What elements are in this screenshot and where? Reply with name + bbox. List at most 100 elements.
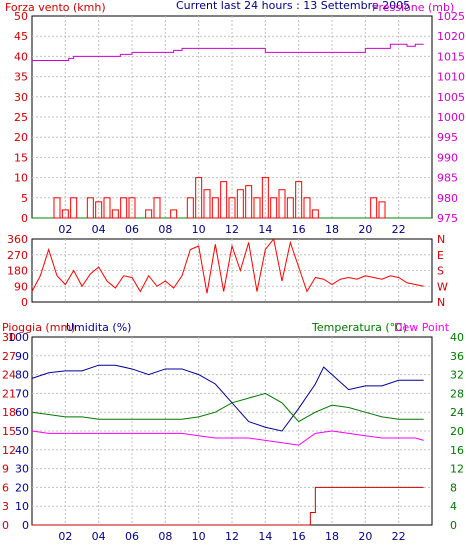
temperature-tick-label: 8 [450, 481, 457, 494]
wind-bar [220, 181, 228, 219]
wind-tick-label: 45 [14, 30, 28, 43]
wind-bar [370, 197, 378, 219]
wind-tick-label: 15 [14, 151, 28, 164]
rain-tick-label: 24 [2, 369, 16, 382]
wind-tick-label: 5 [21, 192, 28, 205]
wind-bar [378, 201, 386, 219]
rain-tick-label: 12 [2, 444, 16, 457]
x-tick-label-bottom: 12 [225, 530, 239, 543]
wind-tick-label: 40 [14, 50, 28, 63]
humidity-tick-label: 70 [15, 387, 29, 400]
wind-bar [286, 197, 294, 219]
humidity-tick-label: 60 [15, 406, 29, 419]
direction-tick-label: 180 [7, 265, 28, 278]
compass-tick-label: N [437, 296, 445, 309]
humidity-tick-label: 100 [8, 331, 29, 344]
wind-bar [103, 197, 111, 219]
rain-tick-label: 27 [2, 350, 16, 363]
wind-bar [245, 185, 253, 219]
temperature-tick-label: 24 [450, 406, 464, 419]
pressure-tick-label: 1005 [437, 91, 465, 104]
temperature-tick-label: 28 [450, 387, 464, 400]
direction-tick-label: 270 [7, 249, 28, 262]
x-tick-labels: 02 02 04 04 06 06 08 08 10 10 12 12 14 14 16 16 18 18 20 20… [58, 223, 405, 543]
x-tick-label-bottom: 16 [292, 530, 306, 543]
x-tick-label-top: 16 [292, 223, 306, 236]
wind-bar [278, 189, 286, 219]
wind-panel-ticks: 0 975 5 980 10 985 15 990 20 995 25 1000 30 1005 35 101… [14, 10, 465, 225]
pressure-tick-label: 1000 [437, 111, 465, 124]
rain-tick-label: 15 [2, 425, 16, 438]
wind-tick-label: 25 [14, 111, 28, 124]
x-tick-label-top: 14 [258, 223, 272, 236]
humidity-line [31, 364, 424, 432]
wind-bar [128, 197, 136, 219]
pressure-tick-label: 985 [437, 172, 458, 185]
humidity-tick-label: 90 [15, 350, 29, 363]
direction-tick-label: 360 [7, 233, 28, 246]
rain-tick-label: 21 [2, 387, 16, 400]
humidity-tick-label: 20 [15, 481, 29, 494]
x-tick-label-top: 12 [225, 223, 239, 236]
dewpoint-axis-title: Dew Point [394, 321, 450, 334]
temperature-tick-label: 0 [450, 519, 457, 532]
x-tick-label-bottom: 22 [392, 530, 406, 543]
temperature-tick-label: 12 [450, 463, 464, 476]
pressure-tick-label: 1010 [437, 71, 465, 84]
wind-tick-label: 0 [21, 212, 28, 225]
humidity-tick-label: 80 [15, 369, 29, 382]
x-tick-label-bottom: 02 [58, 530, 72, 543]
pressure-tick-label: 1015 [437, 50, 465, 63]
wind-bar [95, 201, 103, 219]
x-tick-label-top: 08 [158, 223, 172, 236]
wind-bar [303, 197, 311, 219]
pressure-tick-label: 1025 [437, 10, 465, 23]
x-tick-label-top: 02 [58, 223, 72, 236]
pressure-tick-label: 980 [437, 192, 458, 205]
rain-line [32, 486, 424, 526]
pressure-tick-label: 995 [437, 131, 458, 144]
series-lines [31, 43, 432, 526]
x-tick-label-bottom: 10 [192, 530, 206, 543]
wind-bar [170, 209, 178, 219]
x-tick-label-bottom: 18 [325, 530, 339, 543]
wind-tick-label: 10 [14, 172, 28, 185]
wind-bar [145, 209, 153, 219]
pressure-axis-title: Pressione (mb) [372, 1, 454, 14]
pressure-tick-label: 975 [437, 212, 458, 225]
rain-tick-label: 6 [2, 481, 9, 494]
wind-bar [120, 197, 128, 219]
temperature-line [31, 392, 424, 423]
x-tick-label-top: 10 [192, 223, 206, 236]
rain-tick-label: 3 [2, 500, 9, 513]
wind-bar [86, 197, 94, 219]
wind-tick-label: 30 [14, 91, 28, 104]
wind-tick-label: 35 [14, 71, 28, 84]
temperature-tick-label: 36 [450, 350, 464, 363]
wind-bar [253, 197, 261, 219]
pressure-tick-label: 1020 [437, 30, 465, 43]
compass-tick-label: W [437, 280, 448, 293]
chart-title: Current last 24 hours : 13 Settembre 200… [176, 0, 410, 12]
wind-bar [186, 197, 194, 219]
humidity-tick-label: 10 [15, 500, 29, 513]
wind-bar [203, 189, 211, 219]
rain-tick-label: 0 [2, 519, 9, 532]
grid-lines [32, 16, 432, 525]
humidity-tick-label: 50 [15, 425, 29, 438]
humidity-tick-label: 40 [15, 444, 29, 457]
temperature-tick-label: 20 [450, 425, 464, 438]
compass-tick-label: E [437, 249, 444, 262]
compass-tick-label: N [437, 233, 445, 246]
wind-bar [53, 197, 61, 219]
temperature-tick-label: 40 [450, 331, 464, 344]
x-tick-label-top: 04 [92, 223, 106, 236]
wind-bar [153, 197, 161, 219]
wind-tick-label: 20 [14, 131, 28, 144]
humidity-tick-label: 30 [15, 463, 29, 476]
wind-bar [270, 197, 278, 219]
wind-tick-label: 50 [14, 10, 28, 23]
x-tick-label-bottom: 04 [92, 530, 106, 543]
